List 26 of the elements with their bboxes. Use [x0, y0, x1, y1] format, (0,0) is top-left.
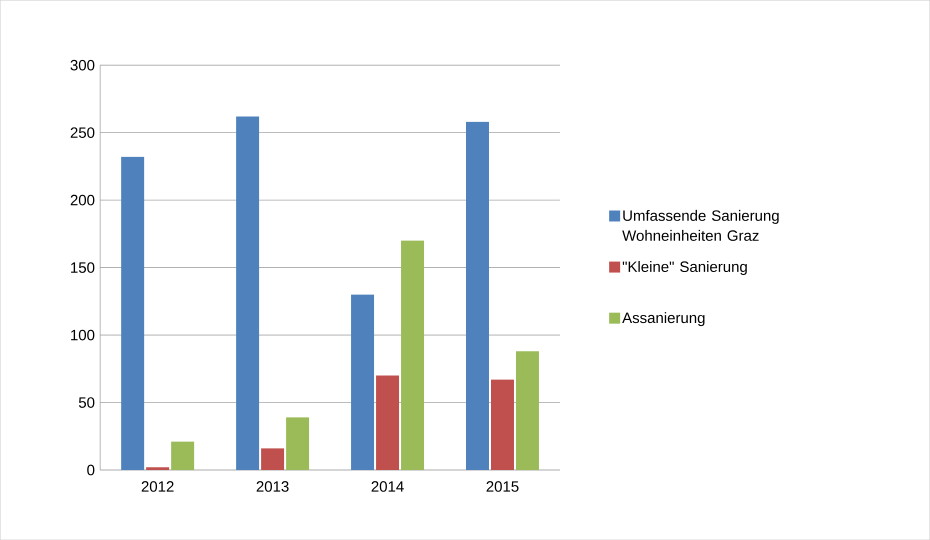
bar	[121, 156, 144, 470]
y-tick-label: 0	[87, 464, 94, 476]
bar	[286, 417, 310, 470]
x-tick-label: 2013	[256, 481, 289, 492]
bar	[236, 116, 260, 470]
x-tick-label: 2012	[142, 481, 174, 492]
x-tick-label: 2014	[372, 481, 404, 492]
legend-label: "Kleine" Sanierung	[622, 260, 747, 275]
y-tick-label: 50	[78, 397, 94, 408]
y-tick-label: 300	[70, 60, 94, 70]
y-tick-label: 150	[71, 262, 94, 273]
bar	[401, 240, 424, 470]
legend-label: Assanierung	[622, 312, 705, 326]
bar	[351, 294, 374, 470]
y-tick-label: 200	[70, 194, 94, 206]
bar	[466, 122, 489, 470]
bar	[516, 351, 539, 470]
bar	[171, 442, 194, 470]
y-tick-label: 250	[70, 127, 94, 138]
bar	[490, 380, 514, 470]
bar	[146, 467, 170, 470]
y-tick-label: 100	[71, 330, 94, 340]
x-tick-label: 2015	[486, 481, 519, 492]
bar	[376, 375, 400, 470]
bar	[261, 448, 284, 470]
legend-label: Umfassende Sanierung Wohneinheiten Graz	[622, 210, 779, 241]
